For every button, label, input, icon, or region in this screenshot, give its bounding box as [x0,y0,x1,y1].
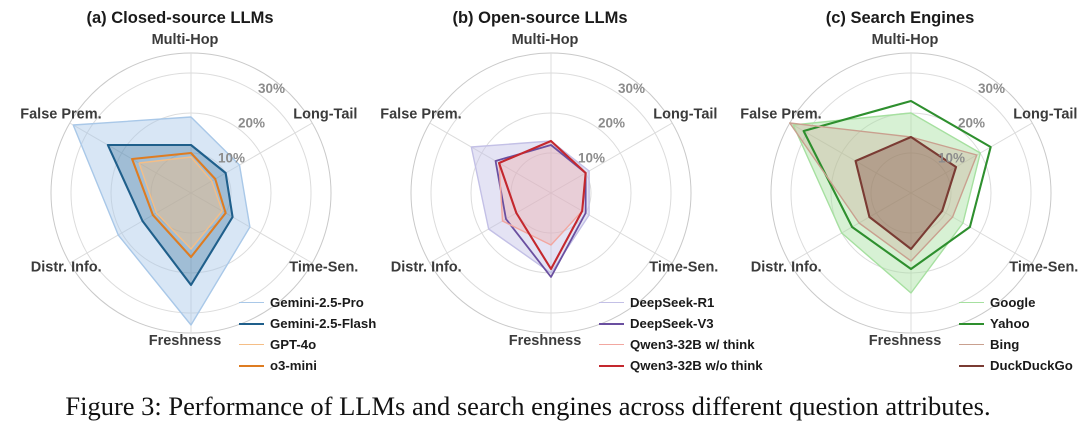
svg-text:False Prem.: False Prem. [20,106,101,122]
svg-text:Time-Sen.: Time-Sen. [649,260,718,276]
svg-text:Long-Tail: Long-Tail [1013,106,1077,122]
svg-text:Freshness: Freshness [509,333,582,349]
svg-text:30%: 30% [978,81,1005,96]
svg-text:Freshness: Freshness [149,333,222,349]
svg-text:False Prem.: False Prem. [380,106,461,122]
svg-text:10%: 10% [218,150,245,165]
svg-text:10%: 10% [578,150,605,165]
svg-text:Multi-Hop: Multi-Hop [152,32,219,48]
svg-text:Multi-Hop: Multi-Hop [872,32,939,48]
svg-text:20%: 20% [958,116,985,131]
svg-text:20%: 20% [238,116,265,131]
svg-text:Freshness: Freshness [869,333,942,349]
svg-text:30%: 30% [258,81,285,96]
svg-text:False Prem.: False Prem. [740,106,821,122]
svg-text:30%: 30% [618,81,645,96]
svg-text:Long-Tail: Long-Tail [293,106,357,122]
svg-text:20%: 20% [598,116,625,131]
svg-text:Distr. Info.: Distr. Info. [391,260,462,276]
svg-text:Time-Sen.: Time-Sen. [1009,260,1078,276]
svg-text:Long-Tail: Long-Tail [653,106,717,122]
svg-text:Multi-Hop: Multi-Hop [512,32,579,48]
svg-text:10%: 10% [938,150,965,165]
svg-text:Distr. Info.: Distr. Info. [31,260,102,276]
svg-text:Time-Sen.: Time-Sen. [289,260,358,276]
svg-text:Distr. Info.: Distr. Info. [751,260,822,276]
